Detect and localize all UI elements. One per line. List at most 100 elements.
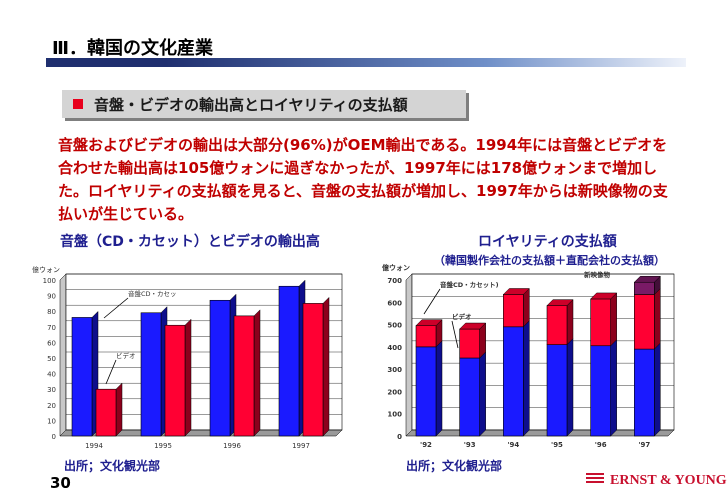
left-y-tick-label: 60: [47, 339, 56, 347]
left-y-tick-label: 30: [47, 386, 56, 394]
right-bar-video-94-side: [523, 287, 530, 328]
right-bar-video-96-side: [610, 292, 617, 347]
logo-mark-icon: [586, 473, 604, 485]
right-bar-video-97: [634, 294, 655, 350]
right-bar-top: [546, 299, 574, 306]
right-bar-video-97-side: [654, 287, 661, 350]
chart-left-wall: [405, 273, 413, 437]
right-x-tick-label: '92: [420, 441, 432, 449]
left-annotation-audio: 音盤CD・カセッ: [128, 289, 177, 298]
right-bar-audio-93-side: [479, 351, 486, 437]
left-chart-title: 音盤（CD・カセット）とビデオの輸出高: [60, 234, 320, 250]
right-bar-video-95-side: [566, 299, 574, 346]
right-annotation-newmedia: 新映像物: [584, 270, 611, 279]
export-bar-chart: 億ウォン 0 10 20 30 40 50 60 70 80 90 100 1994 1995 1996 19…: [32, 265, 343, 450]
title-bar-mid-segment: [166, 58, 486, 67]
left-x-tick-label: 1995: [154, 442, 172, 450]
right-bar-top: [415, 319, 443, 326]
right-bar-video-96: [590, 298, 611, 347]
right-annotation-video-pointer: [451, 320, 459, 349]
body-paragraph: 音盤およびビデオの輸出は大部分(96%)がOEM輸出である。1994年には音盤と…: [58, 136, 668, 223]
right-bar-video-92: [415, 325, 437, 348]
right-bar-top: [633, 275, 661, 283]
title-underline-bar: [46, 58, 686, 67]
chart-left-wall: [59, 273, 67, 437]
right-bar-audio-95-side: [566, 338, 574, 437]
section-subtitle: 音盤・ビデオの輸出高とロイヤリティの支払額: [94, 96, 408, 114]
left-x-tick-label: 1996: [223, 442, 241, 450]
left-bar-audio-1997: [278, 285, 300, 437]
right-bar-audio-92: [415, 346, 437, 437]
left-bar-video-1994-side: [115, 382, 123, 437]
right-bar-video-95: [546, 305, 568, 345]
right-bar-top: [459, 322, 487, 330]
right-annotations: 音盤CD・カセット) ビデオ 新映像物: [423, 270, 611, 349]
ernst-young-logo: ERNST & YOUNG: [586, 473, 727, 489]
left-bar-video-1997: [302, 303, 324, 437]
left-bar-audio-1996: [209, 299, 231, 437]
title-bar-dark-segment: [46, 58, 166, 67]
left-annotation-audio-pointer: [103, 297, 129, 319]
right-x-tick-label: '94: [507, 441, 519, 449]
right-bar-audio-96: [590, 345, 611, 437]
square-bullet-icon: [73, 99, 83, 109]
page-title: Ⅲ．韓国の文化産業: [52, 38, 214, 59]
right-bar-audio-97: [634, 348, 655, 437]
left-bar-video-1996-side: [253, 309, 261, 437]
left-x-tick-label: 1997: [292, 442, 310, 450]
left-bar-video-1995: [164, 324, 186, 437]
left-bar-video-1995-side: [184, 318, 192, 437]
right-y-tick-label: 500: [387, 322, 402, 330]
right-y-tick-label: 300: [387, 366, 402, 374]
page-number: 30: [50, 474, 71, 492]
chart-back-wall: [411, 273, 675, 431]
left-bar-video-1997-side: [322, 296, 330, 437]
right-annotation-audio: 音盤CD・カセット): [440, 280, 499, 289]
right-bar-audio-94: [503, 326, 524, 437]
right-bar-video-93: [459, 328, 480, 359]
left-y-tick-label: 20: [47, 402, 56, 410]
right-bar-audio-95: [546, 344, 568, 437]
right-bar-audio-94-side: [523, 320, 530, 437]
right-y-axis-label: 億ウォン: [382, 263, 410, 272]
right-bar-newmedia-97: [634, 281, 655, 295]
right-annotation-video: ビデオ: [452, 312, 472, 321]
right-bar-top: [590, 292, 618, 300]
title-bar-light-segment: [486, 58, 686, 67]
right-bar-audio-97-side: [654, 342, 661, 437]
left-bar-audio-1994: [71, 317, 93, 437]
right-y-tick-label: 700: [387, 277, 402, 285]
left-y-tick-label: 80: [47, 308, 56, 316]
right-x-tick-label: '97: [638, 441, 650, 449]
chart-floor: [405, 429, 675, 437]
left-bar-video-1996: [233, 315, 255, 437]
left-y-tick-label: 70: [47, 324, 56, 332]
left-annotation-video: ビデオ: [116, 351, 136, 360]
right-x-tick-label: '95: [551, 441, 563, 449]
right-y-tick-label: 400: [387, 344, 402, 352]
right-x-tick-label: '93: [464, 441, 476, 449]
right-chart-title: ロイヤリティの支払額: [478, 234, 617, 250]
right-chart-subtitle: （韓国製作会社の支払額＋直配会社の支払額）: [434, 254, 665, 267]
right-y-tick-label: 100: [387, 411, 402, 419]
left-y-tick-label: 10: [47, 417, 56, 425]
right-y-tick-label: 600: [387, 299, 402, 307]
logo-text: ERNST & YOUNG: [610, 473, 727, 488]
royalty-stacked-bar-chart: 億ウォン 0 100 200 300 400 500 600 700 '92 '93 '94 '95 '9…: [382, 263, 675, 449]
right-bar-audio-96-side: [610, 339, 617, 437]
left-y-tick-label: 40: [47, 371, 56, 379]
right-source-note: 出所；文化観光部: [406, 459, 503, 473]
left-x-tick-label: 1994: [85, 442, 103, 450]
right-x-tick-label: '96: [595, 441, 607, 449]
left-y-axis-label: 億ウォン: [32, 265, 60, 274]
right-bar-top: [502, 288, 530, 295]
right-bar-video-94: [503, 294, 524, 328]
left-annotation-video-pointer: [105, 359, 117, 385]
left-source-note: 出所；文化観光部: [64, 459, 161, 473]
right-bar-audio-93: [459, 357, 480, 437]
left-y-tick-label: 100: [43, 277, 56, 285]
left-bar-video-1994: [95, 388, 117, 437]
right-y-tick-label: 0: [397, 433, 402, 441]
section-subtitle-box: 音盤・ビデオの輸出高とロイヤリティの支払額: [62, 90, 466, 118]
